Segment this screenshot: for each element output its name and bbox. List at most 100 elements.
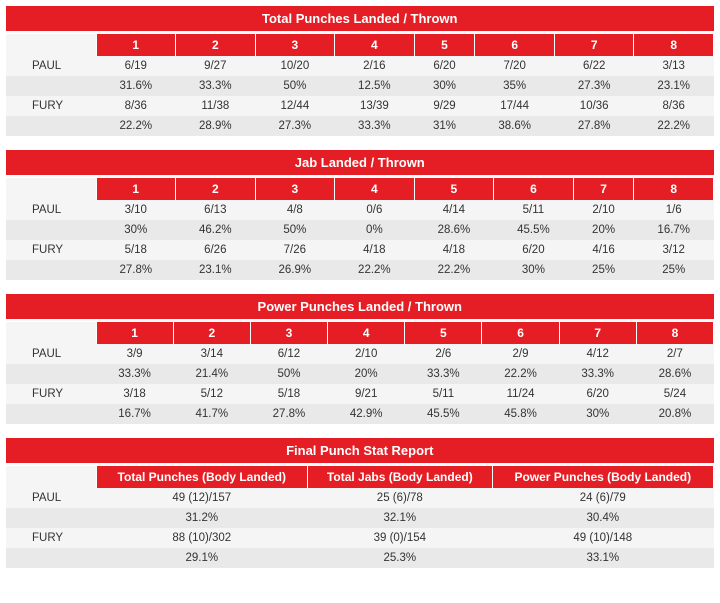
round-header: 8 xyxy=(634,178,714,200)
stat-cell: 50% xyxy=(250,364,327,384)
stat-cell: 33.3% xyxy=(176,76,256,96)
stat-cell: 27.8% xyxy=(554,116,634,136)
stat-cell: 17/44 xyxy=(475,96,555,116)
stat-cell: 38.6% xyxy=(475,116,555,136)
header-row: 12345678 xyxy=(6,178,714,200)
fighter-name: FURY xyxy=(6,96,96,116)
stat-cell: 12.5% xyxy=(335,76,415,96)
round-header: 8 xyxy=(634,34,714,56)
stat-cell: 9/29 xyxy=(414,96,475,116)
stat-cell: 23.1% xyxy=(634,76,714,96)
stat-cell: 22.2% xyxy=(482,364,559,384)
round-header: 5 xyxy=(414,178,494,200)
stat-section: Final Punch Stat ReportTotal Punches (Bo… xyxy=(6,438,714,568)
section-title-row: Power Punches Landed / Thrown xyxy=(6,294,714,319)
stat-cell: 30% xyxy=(559,404,636,424)
header-blank xyxy=(6,466,96,488)
section-title: Power Punches Landed / Thrown xyxy=(6,294,714,319)
stat-cell: 10/20 xyxy=(255,56,335,76)
stat-cell: 22.2% xyxy=(634,116,714,136)
stat-cell: 9/21 xyxy=(328,384,405,404)
fighter-name xyxy=(6,508,96,528)
stat-section: Power Punches Landed / Thrown12345678PAU… xyxy=(6,294,714,424)
data-row: FURY8/3611/3812/4413/399/2917/4410/368/3… xyxy=(6,96,714,116)
round-header: 4 xyxy=(335,34,415,56)
stat-cell: 30% xyxy=(494,260,574,280)
data-row: FURY3/185/125/189/215/1111/246/205/24 xyxy=(6,384,714,404)
stat-cell: 2/10 xyxy=(573,200,634,220)
stat-cell: 30.4% xyxy=(492,508,713,528)
fighter-name xyxy=(6,404,96,424)
stat-cell: 3/14 xyxy=(173,344,250,364)
data-row: 29.1%25.3%33.1% xyxy=(6,548,714,568)
stat-cell: 6/12 xyxy=(250,344,327,364)
stat-cell: 31.2% xyxy=(96,508,308,528)
column-header: Total Punches (Body Landed) xyxy=(96,466,308,488)
stat-cell: 6/20 xyxy=(414,56,475,76)
fighter-name xyxy=(6,220,96,240)
header-blank xyxy=(6,178,96,200)
stat-cell: 5/11 xyxy=(494,200,574,220)
fighter-name: PAUL xyxy=(6,200,96,220)
stat-cell: 3/10 xyxy=(96,200,176,220)
stat-cell: 4/8 xyxy=(255,200,335,220)
stat-cell: 7/20 xyxy=(475,56,555,76)
round-header: 1 xyxy=(96,34,176,56)
stat-cell: 6/20 xyxy=(559,384,636,404)
stat-cell: 6/13 xyxy=(176,200,256,220)
stat-cell: 27.3% xyxy=(554,76,634,96)
column-header: Power Punches (Body Landed) xyxy=(492,466,713,488)
round-header: 4 xyxy=(335,178,415,200)
stat-cell: 6/19 xyxy=(96,56,176,76)
stat-cell: 30% xyxy=(96,220,176,240)
fighter-name xyxy=(6,76,96,96)
fighter-name: PAUL xyxy=(6,488,96,508)
stat-cell: 39 (0)/154 xyxy=(308,528,493,548)
header-row: 12345678 xyxy=(6,34,714,56)
stat-cell: 5/11 xyxy=(405,384,482,404)
round-header: 1 xyxy=(96,322,173,344)
round-header: 6 xyxy=(482,322,559,344)
stat-cell: 6/22 xyxy=(554,56,634,76)
data-row: FURY88 (10)/30239 (0)/15449 (10)/148 xyxy=(6,528,714,548)
stat-cell: 4/18 xyxy=(335,240,415,260)
header-row: Total Punches (Body Landed)Total Jabs (B… xyxy=(6,466,714,488)
header-blank xyxy=(6,34,96,56)
stat-cell: 49 (12)/157 xyxy=(96,488,308,508)
data-row: 16.7%41.7%27.8%42.9%45.5%45.8%30%20.8% xyxy=(6,404,714,424)
stat-cell: 2/6 xyxy=(405,344,482,364)
stat-section: Total Punches Landed / Thrown12345678PAU… xyxy=(6,6,714,136)
stat-cell: 28.6% xyxy=(414,220,494,240)
stat-cell: 22.2% xyxy=(96,116,176,136)
stat-cell: 27.8% xyxy=(250,404,327,424)
stat-section: Jab Landed / Thrown12345678PAUL3/106/134… xyxy=(6,150,714,280)
stat-cell: 20% xyxy=(573,220,634,240)
stat-cell: 3/18 xyxy=(96,384,173,404)
stat-table: Jab Landed / Thrown12345678PAUL3/106/134… xyxy=(6,150,714,280)
round-header: 5 xyxy=(405,322,482,344)
fighter-name xyxy=(6,260,96,280)
data-row: 22.2%28.9%27.3%33.3%31%38.6%27.8%22.2% xyxy=(6,116,714,136)
stat-cell: 24 (6)/79 xyxy=(492,488,713,508)
stat-cell: 27.3% xyxy=(255,116,335,136)
data-row: 27.8%23.1%26.9%22.2%22.2%30%25%25% xyxy=(6,260,714,280)
fighter-name xyxy=(6,548,96,568)
stat-cell: 7/26 xyxy=(255,240,335,260)
stat-cell: 33.3% xyxy=(335,116,415,136)
round-header: 7 xyxy=(573,178,634,200)
stat-cell: 50% xyxy=(255,220,335,240)
round-header: 2 xyxy=(176,178,256,200)
stat-table: Total Punches Landed / Thrown12345678PAU… xyxy=(6,6,714,136)
stat-cell: 6/26 xyxy=(176,240,256,260)
fighter-name: PAUL xyxy=(6,344,96,364)
data-row: 31.6%33.3%50%12.5%30%35%27.3%23.1% xyxy=(6,76,714,96)
fighter-name: FURY xyxy=(6,528,96,548)
stat-cell: 5/18 xyxy=(96,240,176,260)
section-title-row: Jab Landed / Thrown xyxy=(6,150,714,175)
stat-cell: 3/9 xyxy=(96,344,173,364)
round-header: 2 xyxy=(176,34,256,56)
round-header: 6 xyxy=(475,34,555,56)
stat-cell: 4/16 xyxy=(573,240,634,260)
data-row: 33.3%21.4%50%20%33.3%22.2%33.3%28.6% xyxy=(6,364,714,384)
stat-cell: 0% xyxy=(335,220,415,240)
